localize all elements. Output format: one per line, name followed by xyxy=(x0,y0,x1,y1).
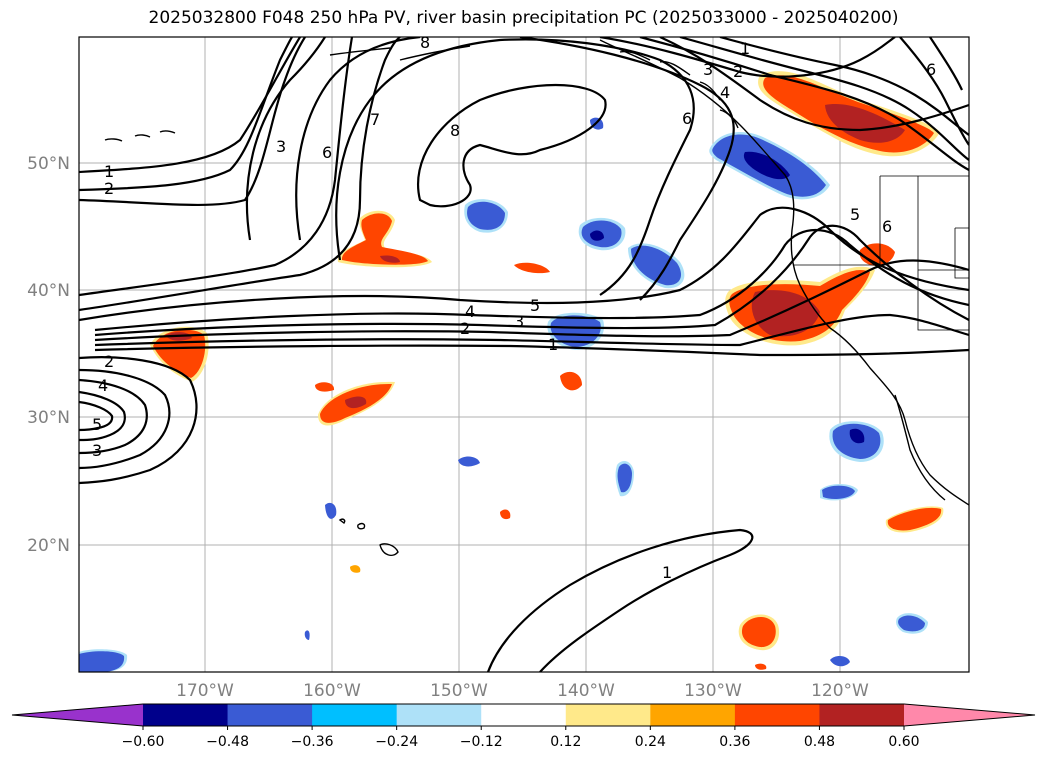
colorbar-segment xyxy=(481,704,567,726)
lon-label: 150°W xyxy=(430,681,488,701)
colorbar-segment xyxy=(819,704,905,726)
lon-label: 160°W xyxy=(303,681,361,701)
contour-label: 4 xyxy=(98,376,108,395)
contour-label: 6 xyxy=(682,109,692,128)
colorbar-tick-label: −0.48 xyxy=(206,734,249,750)
graticule xyxy=(79,37,969,672)
contour-label: 4 xyxy=(465,302,475,321)
contour-label: 3 xyxy=(514,312,524,331)
contour-label: 3 xyxy=(703,60,713,79)
contour-label: 1 xyxy=(740,39,750,58)
contour-label: 5 xyxy=(850,205,860,224)
contour-label: 2 xyxy=(733,62,743,81)
precip-positive-anomalies xyxy=(150,71,944,670)
lat-label: 40°N xyxy=(27,281,70,301)
colorbar-extend-high xyxy=(904,704,1035,726)
lon-label: 130°W xyxy=(684,681,742,701)
latitude-labels: 50°N 40°N 30°N 20°N xyxy=(27,154,70,556)
colorbar-tick-label: 0.12 xyxy=(550,734,581,750)
colorbar-tick-label: −0.60 xyxy=(122,734,165,750)
colorbar-extend-low xyxy=(12,704,143,726)
colorbar-segment xyxy=(565,704,651,726)
colorbar: −0.60 −0.48 −0.36 −0.24 −0.12 0.12 0.24 0.36 0.4… xyxy=(11,703,1036,750)
contour-label: 8 xyxy=(420,33,430,52)
contour-label: 2 xyxy=(104,179,114,198)
lon-label: 120°W xyxy=(811,681,869,701)
colorbar-tick-label: −0.12 xyxy=(460,734,503,750)
contour-label: 2 xyxy=(104,352,114,371)
colorbar-segment xyxy=(312,704,398,726)
precip-negative-anomalies xyxy=(79,117,928,672)
contour-label: 6 xyxy=(882,217,892,236)
contour-labels: 1 2 3 6 7 8 8 4 5 2 3 1 2 4 5 3 1 2 3 4 … xyxy=(92,33,936,582)
contour-label: 6 xyxy=(322,143,332,162)
lat-label: 30°N xyxy=(27,408,70,428)
lat-label: 50°N xyxy=(27,154,70,174)
colorbar-segment xyxy=(650,704,736,726)
contour-label: 8 xyxy=(450,121,460,140)
contour-label: 7 xyxy=(370,110,380,129)
map-title: 2025032800 F048 250 hPa PV, river basin … xyxy=(148,8,899,28)
colorbar-segment xyxy=(227,704,313,726)
contour-label: 1 xyxy=(548,335,558,354)
colorbar-segment xyxy=(143,704,229,726)
lon-label: 140°W xyxy=(557,681,615,701)
colorbar-tick-label: 0.60 xyxy=(888,734,919,750)
contour-label: 4 xyxy=(720,83,730,102)
contour-label: 5 xyxy=(92,415,102,434)
contour-label: 5 xyxy=(530,296,540,315)
lat-label: 20°N xyxy=(27,536,70,556)
lon-label: 170°W xyxy=(176,681,234,701)
colorbar-tick-label: −0.24 xyxy=(375,734,418,750)
colorbar-tick-label: 0.36 xyxy=(719,734,750,750)
colorbar-tick-label: 0.24 xyxy=(635,734,666,750)
longitude-labels: 170°W 160°W 150°W 140°W 130°W 120°W xyxy=(176,681,869,701)
colorbar-tick-label: 0.48 xyxy=(804,734,835,750)
colorbar-segment xyxy=(396,704,482,726)
colorbar-tick-label: −0.36 xyxy=(291,734,334,750)
contour-label: 3 xyxy=(276,137,286,156)
contour-label: 1 xyxy=(662,563,672,582)
pv-contours xyxy=(79,37,969,672)
contour-label: 6 xyxy=(926,60,936,79)
contour-label: 3 xyxy=(92,441,102,460)
contour-label: 2 xyxy=(460,319,470,338)
contour-label: 1 xyxy=(104,162,114,181)
map-frame xyxy=(78,36,970,673)
colorbar-segment xyxy=(734,704,820,726)
